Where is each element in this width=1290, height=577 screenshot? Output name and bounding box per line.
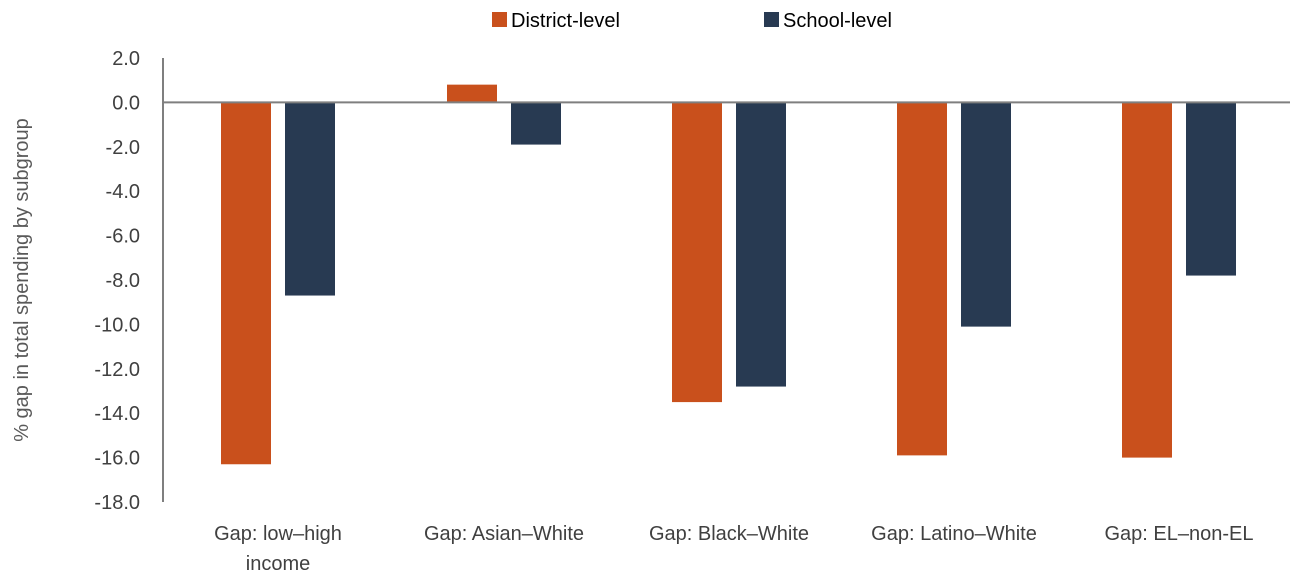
y-tick-label: -14.0 (94, 403, 140, 425)
legend-label-school: School-level (783, 10, 892, 32)
bar-district-4 (1122, 102, 1172, 458)
x-axis-labels: Gap: low–high income Gap: Asian–White Gap: … (214, 523, 1253, 575)
y-tick-label: -6.0 (106, 226, 140, 248)
legend: District-level School-level (492, 10, 892, 32)
bar-district-3 (897, 102, 947, 456)
bar-school-1 (511, 102, 561, 145)
y-tick-label: -4.0 (106, 181, 140, 203)
legend-swatch-district (492, 12, 507, 27)
y-tick-label: -8.0 (106, 270, 140, 292)
y-tick-label: 2.0 (112, 48, 140, 70)
bar-district-0 (221, 102, 271, 465)
legend-swatch-school (764, 12, 779, 27)
x-category-label: Gap: EL–non-EL (1105, 523, 1254, 545)
y-tick-label: -12.0 (94, 359, 140, 381)
y-tick-label: -2.0 (106, 137, 140, 159)
bar-school-3 (961, 102, 1011, 327)
x-category-label: Gap: low–high (214, 523, 342, 545)
bar-district-1 (447, 84, 497, 103)
y-axis-ticks: 2.0 0.0 -2.0 -4.0 -6.0 -8.0 -10.0 -12.0 -14.0 -16… (94, 48, 140, 514)
x-category-label: Gap: Black–White (649, 523, 809, 545)
y-tick-label: -10.0 (94, 314, 140, 336)
bar-school-0 (285, 102, 335, 296)
bar-school-4 (1186, 102, 1236, 276)
y-tick-label: -18.0 (94, 492, 140, 514)
legend-label-district: District-level (511, 10, 620, 32)
x-category-label: income (246, 553, 310, 575)
bar-district-2 (672, 102, 722, 403)
y-tick-label: -16.0 (94, 448, 140, 470)
bar-school-2 (736, 102, 786, 387)
x-category-label: Gap: Asian–White (424, 523, 584, 545)
x-category-label: Gap: Latino–White (871, 523, 1037, 545)
y-axis-title: % gap in total spending by subgroup (11, 118, 33, 442)
y-tick-label: 0.0 (112, 92, 140, 114)
bars (221, 84, 1236, 465)
